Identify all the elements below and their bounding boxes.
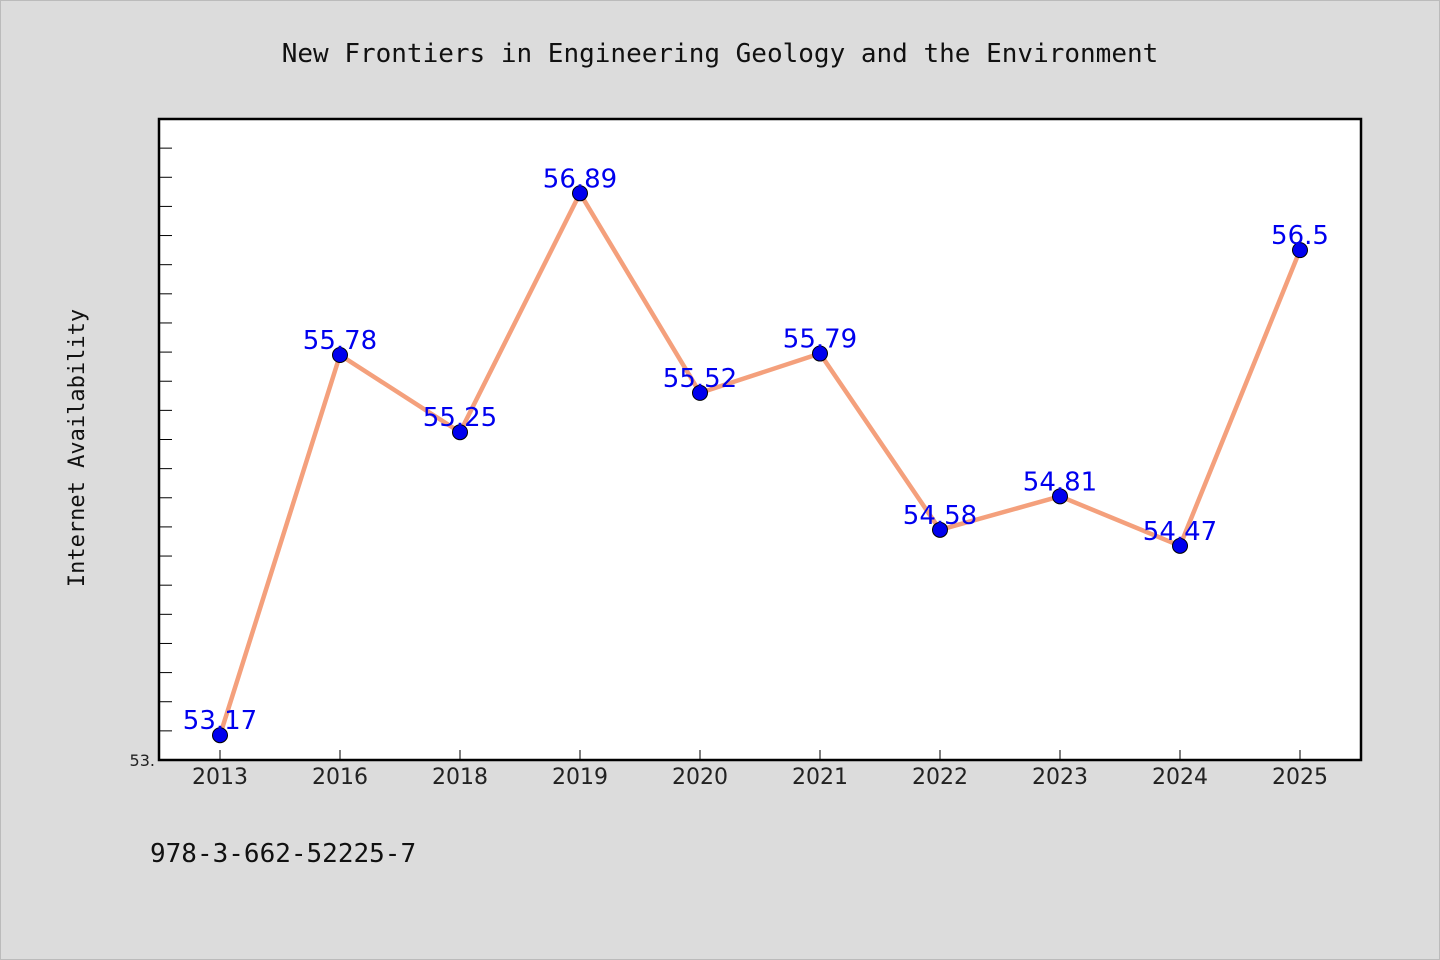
footnote: 978-3-662-52225-7 <box>150 839 416 869</box>
data-label: 56.5 <box>1271 221 1329 251</box>
data-label: 55.79 <box>783 325 857 355</box>
y-tick-label: 53. <box>130 751 155 770</box>
series-line <box>217 191 1303 738</box>
x-tick-label: 2013 <box>192 765 248 790</box>
x-tick-label: 2018 <box>432 765 488 790</box>
data-point <box>332 347 348 364</box>
data-label: 55.25 <box>423 403 497 433</box>
data-point <box>212 727 228 744</box>
x-tick-label: 2022 <box>912 765 968 790</box>
x-tick-label: 2021 <box>792 765 848 790</box>
x-tick-label: 2020 <box>672 765 728 790</box>
data-label: 54.81 <box>1023 467 1097 497</box>
data-point <box>1172 537 1188 554</box>
x-axis-ticks: 2013 2016 2018 2019 2020 2021 2022 2023 2024 2025 <box>192 750 1328 790</box>
chart-title: New Frontiers in Engineering Geology and… <box>282 39 1159 69</box>
data-point <box>692 384 708 401</box>
data-point <box>812 345 828 362</box>
x-tick-label: 2019 <box>552 765 608 790</box>
data-point <box>1292 242 1308 259</box>
x-tick-label: 2023 <box>1032 765 1088 790</box>
data-label: 53.17 <box>183 706 257 736</box>
data-label: 56.89 <box>543 164 617 194</box>
data-point <box>1052 488 1068 505</box>
data-label: 55.52 <box>663 364 737 394</box>
data-point <box>572 185 588 202</box>
y-axis-label: Internet Availability <box>65 309 90 587</box>
x-tick-label: 2016 <box>312 765 368 790</box>
data-label: 54.47 <box>1143 517 1217 547</box>
data-point <box>452 424 468 441</box>
x-tick-label: 2025 <box>1272 765 1328 790</box>
data-label: 54.58 <box>903 501 977 531</box>
x-tick-label: 2024 <box>1152 765 1208 790</box>
data-label: 55.78 <box>303 326 377 356</box>
series-layer: 53.17 55.78 55.25 56.89 55.52 55.79 54.58 54.81… <box>183 164 1329 744</box>
y-axis-ticks: 53. <box>130 118 172 770</box>
plot-area <box>157 117 1363 762</box>
data-point <box>932 521 948 538</box>
